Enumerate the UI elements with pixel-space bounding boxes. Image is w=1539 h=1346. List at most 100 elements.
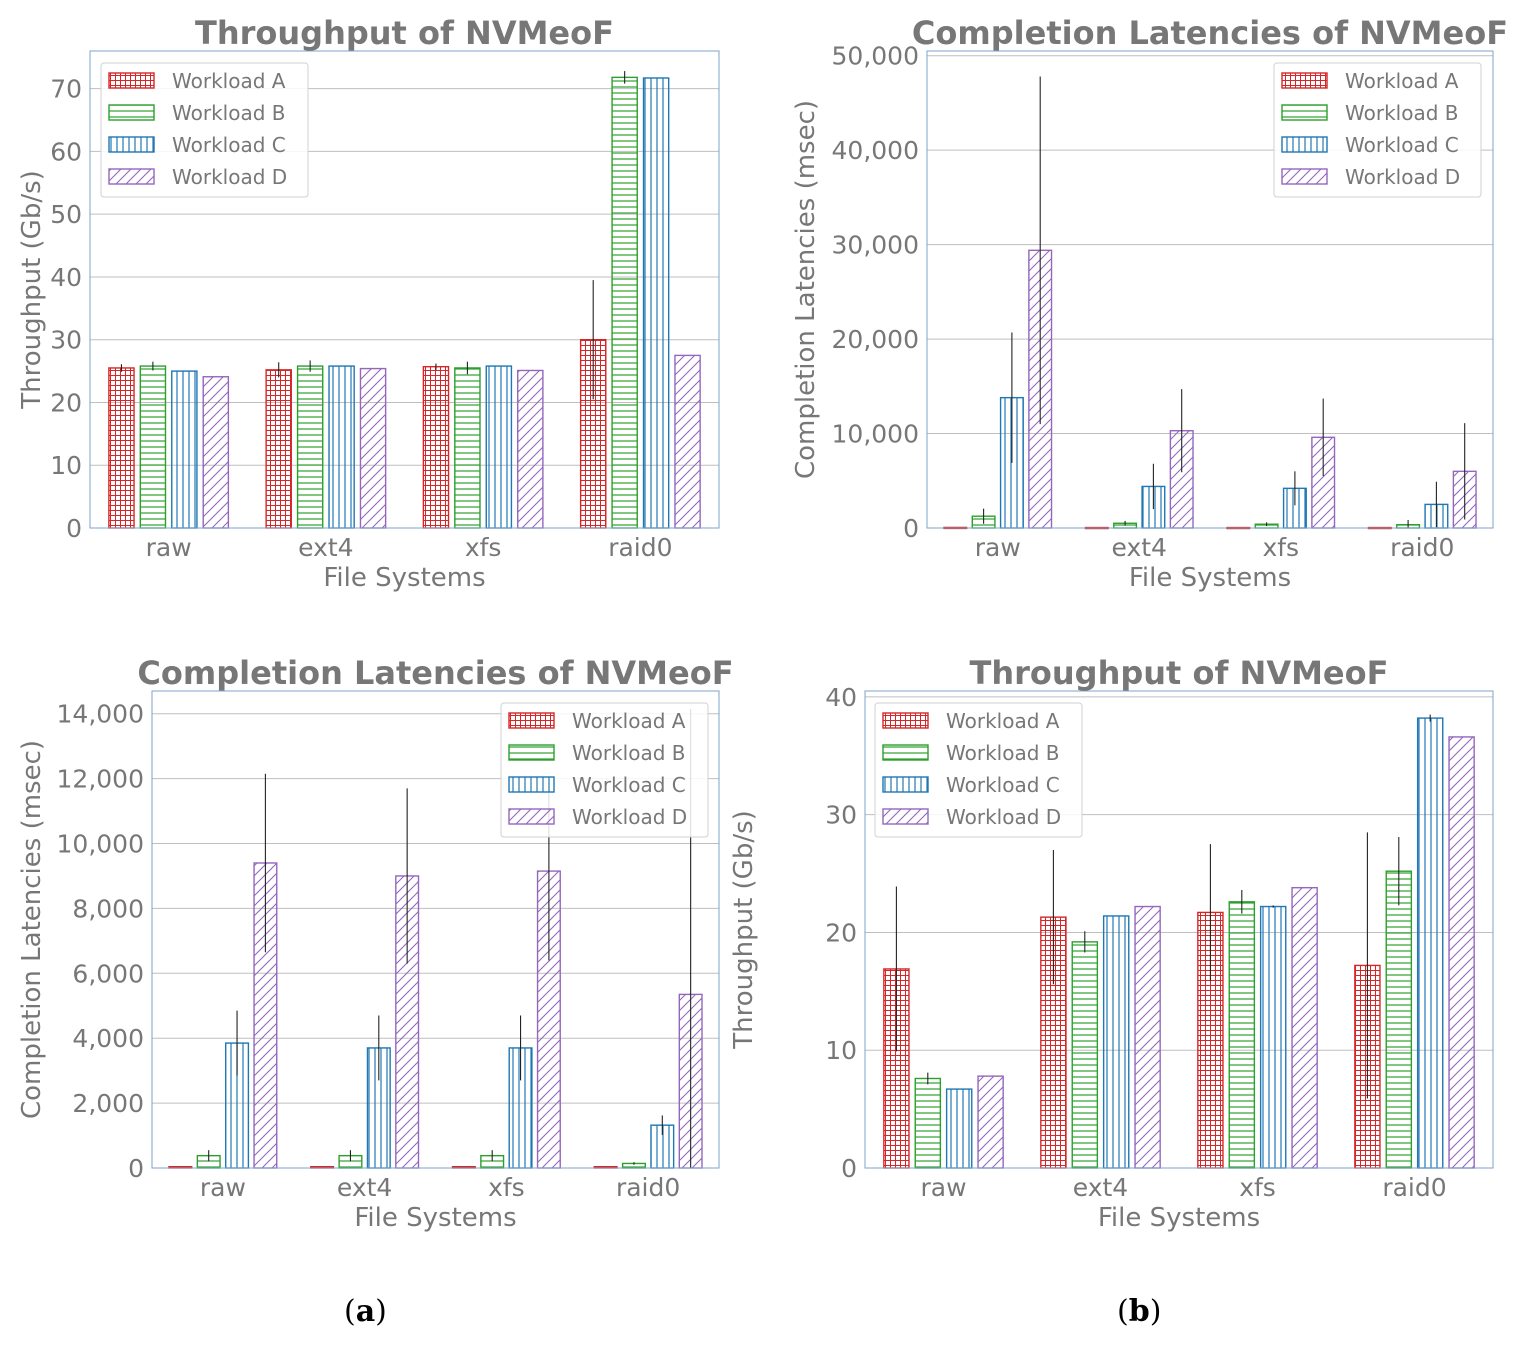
y-tick-label: 30	[825, 801, 857, 830]
bar-ext4-workload-d	[359, 367, 387, 529]
chart-title: Completion Latencies of NVMeoF	[137, 654, 733, 692]
legend-swatch-workload-b	[108, 104, 155, 121]
bar-xfs-workload-c	[1259, 905, 1287, 1169]
x-tick-label: raw	[920, 1173, 966, 1202]
x-axis-label: File Systems	[1129, 563, 1291, 593]
y-tick-label: 8,000	[72, 894, 144, 923]
legend-swatch-workload-b	[508, 744, 555, 761]
bar-raid0-workload-c	[642, 77, 670, 529]
x-tick-label: raid0	[608, 533, 672, 562]
bar-raid0-workload-b	[611, 76, 638, 529]
y-tick-label: 20,000	[832, 325, 919, 354]
y-tick-label: 30,000	[832, 231, 919, 260]
x-tick-label: ext4	[298, 533, 353, 562]
legend: Workload A Workload B Workload C Workload D	[500, 702, 709, 838]
plot-frame	[926, 50, 1494, 529]
chart-4: raw ext4 xfs raid0 0 10 20 30 40 Throughput of NV…	[729, 654, 1494, 1233]
bar-raw-workload-d	[977, 1075, 1004, 1169]
x-tick-label: raw	[146, 533, 192, 562]
bar-raw-workload-a	[108, 367, 135, 529]
legend-label: Workload D	[572, 805, 687, 829]
y-tick-label: 60	[50, 137, 82, 166]
y-tick-label: 2,000	[72, 1089, 144, 1118]
legend-box	[874, 702, 1083, 838]
legend-label: Workload A	[1345, 69, 1459, 93]
bar-raid0-workload-d	[1448, 736, 1475, 1169]
legend-swatch-workload-a	[508, 712, 555, 729]
plot-frame	[864, 690, 1494, 1169]
x-tick-label: raid0	[616, 1173, 680, 1202]
panel-label-b: (b)	[1117, 1294, 1162, 1329]
y-tick-label: 30	[50, 326, 82, 355]
x-axis-label: File Systems	[323, 563, 485, 593]
y-tick-label: 20	[50, 388, 82, 417]
y-tick-label: 0	[128, 1154, 144, 1183]
y-tick-label: 12,000	[57, 765, 144, 794]
y-axis-label: Throughput (Gb/s)	[729, 810, 759, 1050]
bar-xfs-workload-b	[454, 367, 481, 529]
bar-raid0-workload-d	[674, 354, 701, 529]
x-tick-label: raw	[975, 533, 1021, 562]
legend-box	[500, 702, 709, 838]
legend-label: Workload B	[946, 741, 1059, 765]
y-axis-label: Completion Latencies (msec)	[17, 740, 47, 1119]
y-tick-label: 6,000	[72, 959, 144, 988]
bar-ext4-workload-a	[265, 369, 292, 529]
legend-swatch-workload-a	[108, 72, 155, 89]
bar-xfs-workload-b	[1228, 901, 1256, 1169]
legend-label: Workload C	[946, 773, 1060, 797]
y-tick-label: 10	[825, 1036, 857, 1065]
legend-swatch-workload-b	[1281, 104, 1328, 121]
legend-label: Workload C	[1345, 133, 1459, 157]
chart-1: raw ext4 xfs raid0 0 10 20 30 40 50 60 70 Throughput…	[17, 14, 720, 593]
legend-swatch-workload-c	[108, 136, 155, 153]
y-tick-label: 40	[50, 263, 82, 292]
bar-raw-workload-c	[945, 1088, 973, 1169]
y-tick-label: 0	[903, 514, 919, 543]
legend: Workload A Workload B Workload C Workload D	[100, 62, 309, 198]
y-tick-label: 4,000	[72, 1024, 144, 1053]
legend-label: Workload A	[172, 69, 286, 93]
legend-label: Workload A	[572, 709, 686, 733]
legend-swatch-workload-c	[882, 776, 929, 793]
bar-xfs-workload-d	[517, 369, 544, 529]
bar-raid0-workload-a	[579, 339, 607, 529]
bar-raid0-workload-b	[1385, 870, 1413, 1169]
chart-2: raw ext4 xfs raid0 0 10,000 20,000 30,000 40,000…	[791, 14, 1508, 593]
plot-frame	[89, 50, 720, 529]
legend-label: Workload A	[946, 709, 1060, 733]
legend-swatch-workload-c	[1281, 136, 1328, 153]
bar-raw-workload-b	[914, 1077, 942, 1169]
x-tick-label: ext4	[1112, 533, 1167, 562]
legend-label: Workload B	[1345, 101, 1458, 125]
legend-box	[100, 62, 309, 198]
bar-raw-workload-c	[171, 370, 198, 529]
x-tick-label: xfs	[488, 1173, 525, 1202]
legend-swatch-workload-d	[508, 808, 555, 825]
legend-swatch-workload-b	[882, 744, 929, 761]
legend-swatch-workload-c	[508, 776, 555, 793]
chart-title: Throughput of NVMeoF	[970, 654, 1389, 692]
bar-ext4-workload-c	[1102, 915, 1130, 1169]
y-tick-label: 40	[825, 683, 857, 712]
legend-label: Workload D	[1345, 165, 1460, 189]
bar-xfs-workload-d	[1291, 886, 1318, 1169]
legend-swatch-workload-d	[882, 808, 929, 825]
bar-xfs-workload-a	[422, 365, 450, 529]
y-tick-label: 10,000	[832, 420, 919, 449]
bar-xfs-workload-c	[485, 365, 513, 529]
x-tick-label: raid0	[1390, 533, 1454, 562]
x-tick-label: xfs	[1239, 1173, 1276, 1202]
legend-swatch-workload-d	[108, 168, 155, 185]
y-axis-label: Completion Latencies (msec)	[791, 100, 821, 479]
x-tick-label: ext4	[1073, 1173, 1128, 1202]
y-tick-label: 14,000	[57, 700, 144, 729]
bar-ext4-workload-d	[1134, 905, 1161, 1169]
x-tick-label: xfs	[465, 533, 502, 562]
plot-frame	[151, 690, 720, 1169]
panel-label-a: (a)	[344, 1294, 387, 1329]
legend-label: Workload D	[172, 165, 287, 189]
x-axis-label: File Systems	[354, 1203, 516, 1233]
x-axis-label: File Systems	[1098, 1203, 1260, 1233]
y-tick-label: 50	[50, 200, 82, 229]
